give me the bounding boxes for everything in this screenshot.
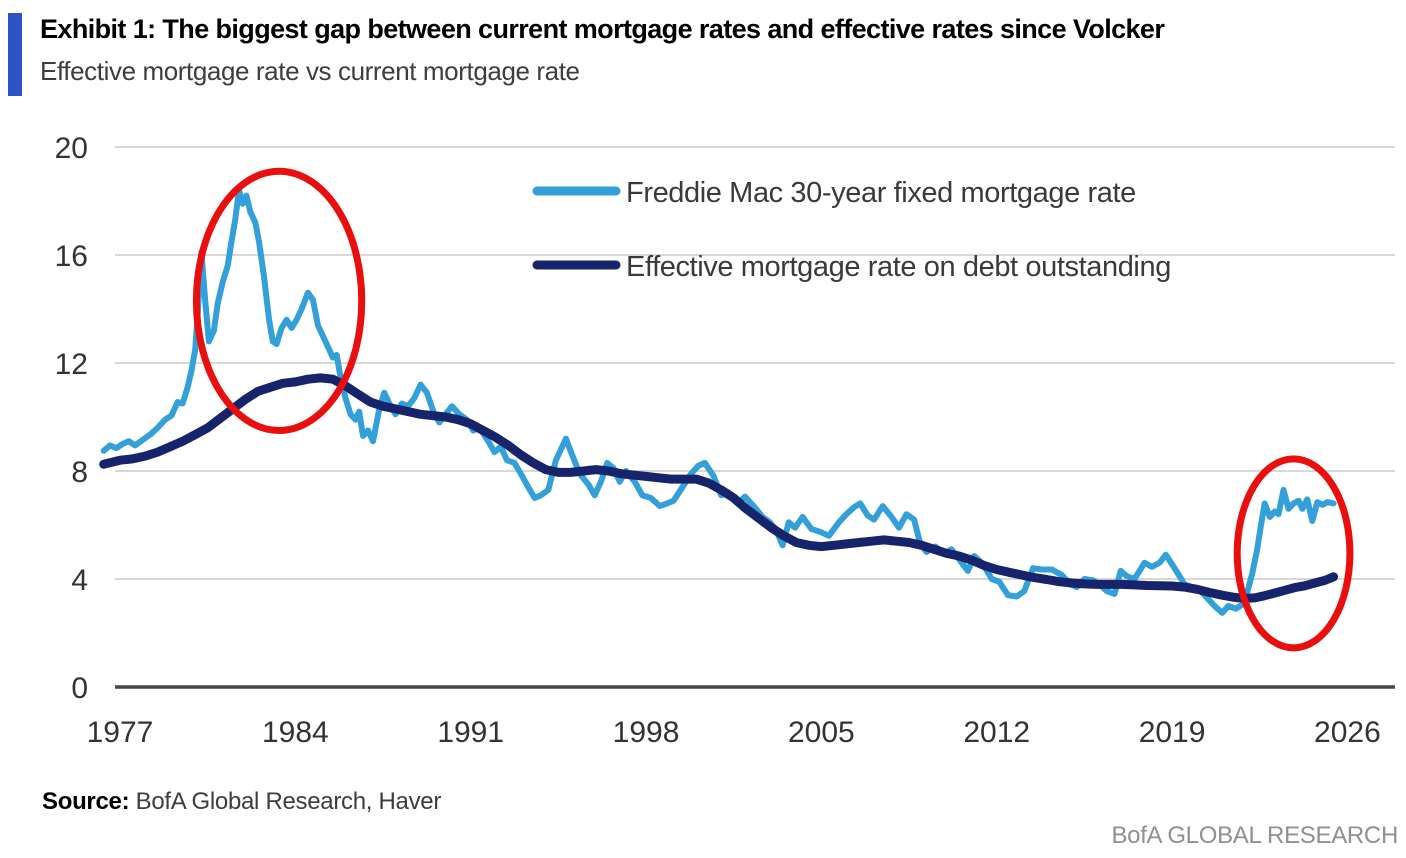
accent-bar xyxy=(8,13,22,96)
x-tick-label-2012: 2012 xyxy=(963,716,1030,749)
y-tick-label-0: 0 xyxy=(71,672,88,705)
legend: Freddie Mac 30-year fixed mortgage rate … xyxy=(532,177,1171,283)
x-tick-label-1991: 1991 xyxy=(437,716,504,749)
annotation-ellipses xyxy=(192,167,1354,652)
x-tick-label-1984: 1984 xyxy=(262,716,329,749)
annotation-volcker-era-gap xyxy=(192,167,366,434)
x-tick-label-2005: 2005 xyxy=(788,716,855,749)
x-axis-labels: 1977 1984 1991 1998 2005 2012 2019 2026 xyxy=(87,716,1381,749)
series-lines xyxy=(99,187,1339,616)
annotation-current-gap xyxy=(1233,455,1354,652)
x-tick-label-1998: 1998 xyxy=(613,716,680,749)
source-line: Source: BofA Global Research, Haver xyxy=(42,788,441,816)
y-axis-labels: 0 4 8 12 16 20 xyxy=(55,132,88,705)
x-tick-label-1977: 1977 xyxy=(87,716,154,749)
exhibit-title: Exhibit 1: The biggest gap between curre… xyxy=(40,14,1165,44)
x-tick-label-2026: 2026 xyxy=(1314,716,1381,749)
y-tick-label-16: 16 xyxy=(55,240,88,273)
bofa-global-research-brand: BofA GLOBAL RESEARCH xyxy=(1111,822,1398,849)
series-line-1 xyxy=(99,373,1339,603)
y-tick-label-20: 20 xyxy=(55,132,88,165)
series-line-0 xyxy=(100,187,1337,616)
y-tick-label-8: 8 xyxy=(71,456,88,489)
y-tick-label-12: 12 xyxy=(55,348,88,381)
y-tick-label-4: 4 xyxy=(71,564,88,597)
source-label: Source: xyxy=(42,788,130,815)
x-tick-label-2019: 2019 xyxy=(1139,716,1206,749)
source-value: BofA Global Research, Haver xyxy=(129,788,442,815)
exhibit-subtitle: Effective mortgage rate vs current mortg… xyxy=(40,56,580,86)
legend-label-freddie-mac: Freddie Mac 30-year fixed mortgage rate xyxy=(626,177,1136,209)
legend-label-effective-rate: Effective mortgage rate on debt outstand… xyxy=(626,251,1171,283)
